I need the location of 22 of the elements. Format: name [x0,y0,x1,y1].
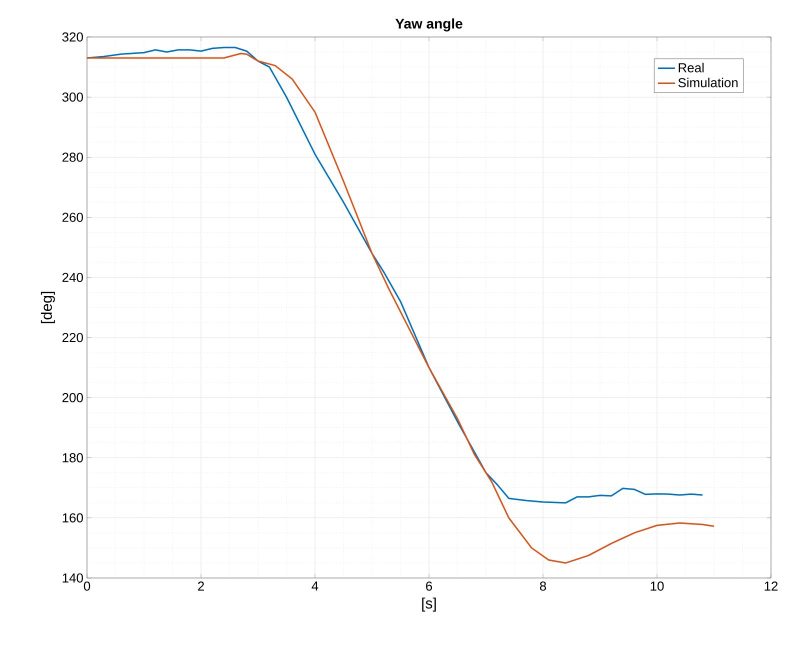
x-tick-label: 2 [198,582,204,591]
legend-label: Real [678,62,704,72]
legend-label: Simulation [678,78,738,88]
x-tick-label: 12 [764,582,778,591]
x-tick-label: 10 [650,582,664,591]
y-axis-title: [deg] [40,292,55,324]
y-tick-label: 200 [62,393,83,402]
y-tick-label: 300 [62,92,83,102]
x-tick-label: 6 [426,582,432,591]
x-axis-title: [s] [422,598,436,612]
x-tick-label: 8 [540,582,546,591]
y-tick-label: 260 [62,212,83,222]
y-tick-label: 220 [62,332,83,342]
y-tick-label: 160 [62,513,83,522]
y-tick-label: 320 [62,32,83,42]
y-tick-label: 180 [62,453,83,462]
x-tick-label: 4 [312,582,318,590]
x-tick-label: 0 [84,582,90,591]
y-tick-label: 140 [62,573,83,583]
y-tick-label: 280 [62,152,83,162]
chart-title: Yaw angle [395,18,462,32]
y-tick-label: 240 [62,272,83,282]
